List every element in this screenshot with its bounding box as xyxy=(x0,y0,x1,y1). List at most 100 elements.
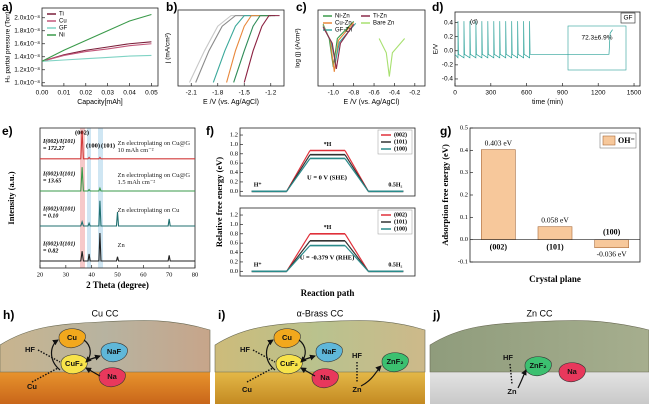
x-tick-label: 1200 xyxy=(591,90,606,97)
reactant-label: Cu xyxy=(27,382,37,391)
y-tick-label: 0.2 xyxy=(460,191,468,198)
legend-label: Cu-Zn xyxy=(335,21,352,27)
series-label: Zn electroplating on Cu@G 10 mAh cm⁻² xyxy=(117,139,191,154)
legend-label: (101) xyxy=(394,138,407,145)
diagram-title: Cu CC xyxy=(91,308,119,318)
ratio-label: I(002)/I(101) xyxy=(42,138,75,145)
x-tick-label: -1.8 xyxy=(212,90,224,97)
series-line xyxy=(41,43,152,62)
annotation-box xyxy=(620,12,636,24)
x-axis-title: E /V (vs. Ag/AgCl) xyxy=(203,99,259,106)
category-label: H⁺ xyxy=(254,262,262,269)
species-label: Na xyxy=(107,372,117,381)
species-blob xyxy=(273,328,301,349)
annotation: (100) xyxy=(86,142,100,149)
x-tick-label: -1.0 xyxy=(328,90,340,97)
reaction-arrow xyxy=(300,367,316,377)
y-tick-label: 1.4x10⁻⁸ xyxy=(14,53,40,60)
y-tick-label: 0.2 xyxy=(444,33,453,40)
y-tick-label: 1.6x10⁻⁸ xyxy=(14,40,40,47)
value-label: -0.036 eV xyxy=(597,249,628,258)
y-axis-title: log (j) (A/cm²) xyxy=(295,28,302,67)
x-tick-label: -0.8 xyxy=(348,90,360,97)
species-blob xyxy=(381,352,409,373)
species-label: Na xyxy=(320,373,330,382)
plot-frame xyxy=(41,7,159,87)
y-tick-label: 0.0 xyxy=(230,268,238,275)
legend-label: Bare Zn xyxy=(373,21,394,27)
x-tick-label: 60 xyxy=(140,271,147,278)
legend-label: Ni-Zn xyxy=(335,14,350,20)
legend-frame xyxy=(377,129,413,155)
annotation: U = -0.379 V (RHE) xyxy=(300,254,355,261)
annotation: (101) xyxy=(101,142,115,149)
reactant-label: HF xyxy=(240,345,250,354)
energy-connector xyxy=(344,245,369,272)
species-label: ZnF₂ xyxy=(386,357,403,366)
species-label: Na xyxy=(567,367,577,376)
y-axis-title: Adsorption free energy (eV) xyxy=(440,144,450,246)
y-axis-title: H₂ partial pressure (Torr) xyxy=(5,11,12,82)
category-label: 0.5H₂ xyxy=(388,183,402,189)
series-line xyxy=(195,15,271,83)
x-tick-label: 900 xyxy=(557,90,568,97)
y-tick-label: 0.8 xyxy=(230,230,238,237)
x-tick-label: -2.1 xyxy=(186,90,198,97)
reaction-arrow xyxy=(37,349,61,363)
annotation: GF xyxy=(623,15,632,22)
plot-frame xyxy=(454,11,641,87)
y-tick-label: 0.5 xyxy=(460,124,468,131)
y-tick-label: 0.1 xyxy=(460,214,468,221)
reactant-label: HF xyxy=(352,351,362,360)
category-label: (100) xyxy=(603,227,621,236)
plot-frame xyxy=(239,127,416,197)
panel-label: b) xyxy=(166,0,177,14)
value-label: 0.403 eV xyxy=(485,138,513,147)
species-label: NaF xyxy=(322,347,337,356)
x-tick-label: 50 xyxy=(114,271,121,278)
reaction-arrow xyxy=(50,339,61,371)
reaction-arrow xyxy=(246,367,274,383)
y-tick-label: 0.2 xyxy=(230,258,238,265)
x-axis-title: E /V (vs. Ag/AgCl) xyxy=(343,99,399,106)
panel-label: i) xyxy=(218,308,225,322)
x-tick-label: -0.6 xyxy=(368,90,380,97)
plot-frame xyxy=(317,9,426,87)
legend-label: GF xyxy=(59,26,68,32)
reaction-arrow xyxy=(302,354,316,361)
legend-label: Ni xyxy=(59,33,65,39)
series-line xyxy=(188,15,271,83)
energy-connector xyxy=(286,233,311,272)
reaction-arrow xyxy=(31,367,59,383)
energy-connector xyxy=(286,158,311,192)
x-tick-label: 0.00 xyxy=(36,90,49,97)
x-tick-label: 0 xyxy=(453,90,457,97)
series-line xyxy=(454,21,613,59)
species-label: ZnF₂ xyxy=(529,361,546,370)
species-blob xyxy=(58,328,86,349)
annotation: U = 0 V (SHE) xyxy=(307,174,347,181)
species-blob xyxy=(98,367,126,388)
legend-frame xyxy=(377,209,413,235)
series-line xyxy=(40,167,195,192)
diagram-title: α-Brass CC xyxy=(297,308,344,318)
panel-label: a) xyxy=(2,0,13,14)
ratio-value: = 13.65 xyxy=(43,178,61,184)
y-tick-label: 0.0 xyxy=(230,188,238,195)
series-line xyxy=(41,13,152,62)
x-axis-title: time (min) xyxy=(532,99,563,106)
y-axis-title: Intensity (a.u.) xyxy=(6,171,16,224)
species-blob xyxy=(100,342,128,363)
y-tick-label: 1.8x10⁻⁸ xyxy=(14,27,40,34)
reaction-arrow xyxy=(517,369,527,389)
y-tick-label: 0.4 xyxy=(444,19,453,26)
species-label: CuF₂ xyxy=(280,359,298,368)
x-tick-label: 0.05 xyxy=(145,90,158,97)
species-blob xyxy=(558,362,586,383)
legend-label: GF-Zn xyxy=(335,28,352,34)
panel-label: h) xyxy=(3,308,14,322)
panel-label: e) xyxy=(2,124,13,138)
peak-band xyxy=(98,128,103,268)
